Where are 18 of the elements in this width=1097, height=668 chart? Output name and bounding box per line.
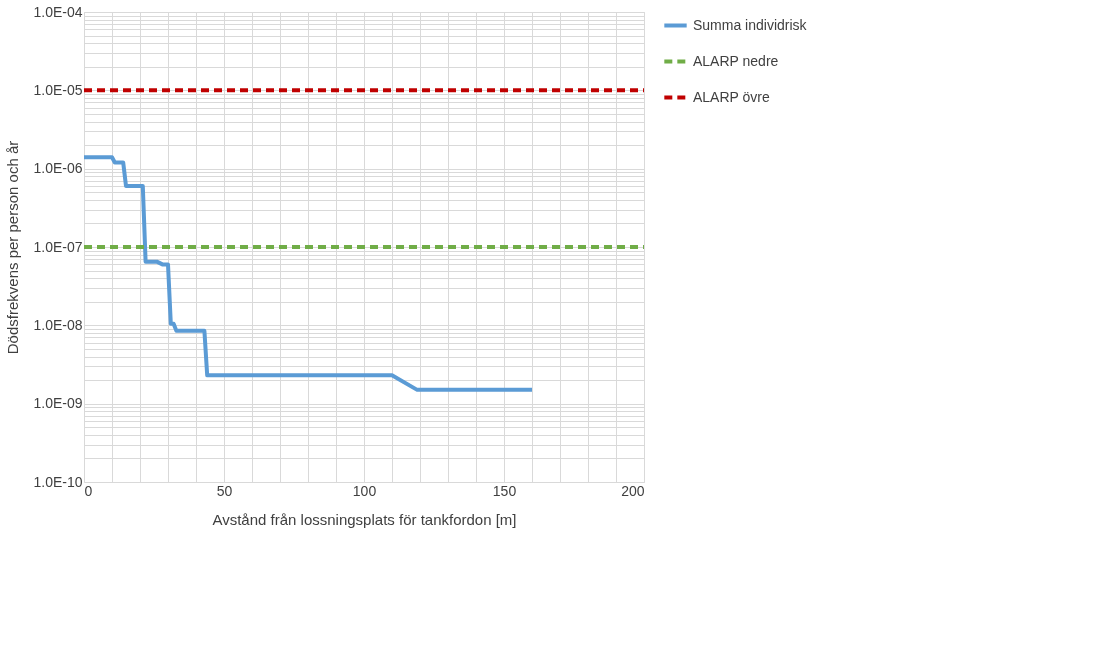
y-tick-label: 1.0E-04 [33,3,83,20]
y-tick-label: 1.0E-05 [33,81,83,98]
x-tick-label: 200 [621,482,645,499]
line-series [84,155,534,392]
legend-label: ALARP nedre [693,52,779,69]
y-tick-label: 1.0E-06 [33,160,83,177]
y-tick-label: 1.0E-09 [33,395,83,412]
x-axis-title: Avstånd från lossningsplats för tankfordon [m] [212,510,517,528]
legend-label: Summa individrisk [693,16,808,33]
x-tick-label: 150 [492,482,517,499]
x-tick-label: 0 [84,482,93,499]
y-axis-title: Dödsfrekvens per person och år [4,140,22,355]
x-tick-label: 50 [216,482,233,499]
y-tick-label: 1.0E-07 [33,238,83,255]
y-tick-label: 1.0E-08 [33,316,83,333]
x-tick-label: 100 [352,482,377,499]
y-tick-label: 1.0E-10 [33,473,83,490]
legend-label: ALARP övre [693,88,770,105]
